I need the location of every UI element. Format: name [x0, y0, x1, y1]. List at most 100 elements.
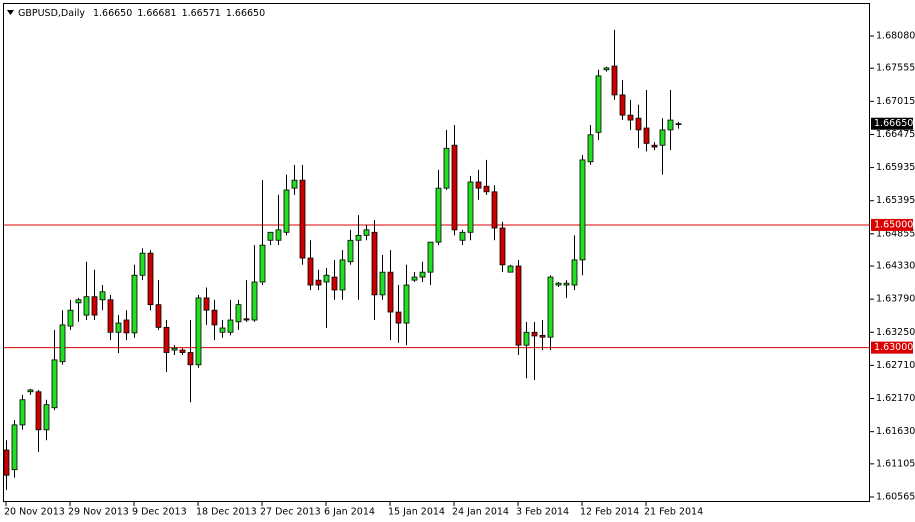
candle-body — [451, 144, 458, 231]
price-label-box — [871, 218, 913, 231]
candle-body — [627, 114, 634, 121]
candle-body — [467, 181, 474, 233]
candle-body — [587, 134, 594, 163]
candle-body — [155, 304, 162, 328]
candle-body — [35, 391, 42, 431]
plot-frame — [3, 3, 870, 502]
candle-body — [603, 67, 610, 71]
candle-body — [195, 297, 202, 366]
candle-body — [307, 257, 314, 286]
candle-body — [11, 424, 18, 471]
candle-body — [331, 276, 338, 291]
x-tick-label: 24 Jan 2014 — [452, 507, 509, 518]
candle-body — [219, 327, 226, 333]
menu-triangle[interactable] — [7, 10, 14, 15]
candle-body — [235, 304, 242, 323]
candle-body — [115, 322, 122, 333]
candle-body — [347, 239, 354, 263]
candle-body — [651, 144, 658, 148]
x-tick-label: 27 Dec 2013 — [260, 507, 321, 518]
candle-body — [547, 276, 554, 338]
plot-layer: 1.60565 1.61105 1.61630 1.62170 1.62710 1.632… — [4, 29, 915, 518]
ohlc-high: 1.66681 — [137, 8, 176, 19]
chart-header: GBPUSD,Daily 1.66650 1.66681 1.66571 1.66650 — [18, 8, 265, 19]
candle-body — [315, 279, 322, 286]
y-tick-label: 1.61105 — [876, 458, 915, 469]
candle-body — [107, 299, 114, 333]
candle-body — [139, 252, 146, 276]
x-tick-label: 12 Feb 2014 — [580, 507, 639, 518]
candle-body — [251, 281, 258, 321]
y-tick-label: 1.68080 — [876, 31, 915, 42]
candle-body — [19, 399, 26, 426]
candle-body — [43, 404, 50, 431]
candle-body — [483, 185, 490, 193]
candle-body — [555, 282, 562, 286]
candle-body — [667, 119, 674, 131]
last-price-label: 1.66650 — [874, 118, 913, 129]
candle-body — [323, 274, 330, 283]
candle-body — [443, 147, 450, 189]
candle-body — [203, 297, 210, 311]
candle-body — [27, 389, 34, 393]
candle-body — [459, 231, 466, 241]
candle-body — [339, 259, 346, 291]
candle-body — [411, 276, 418, 281]
candle-body — [59, 324, 66, 363]
candle-body — [91, 296, 98, 316]
candle-body — [475, 181, 482, 189]
y-tick-label: 1.62170 — [876, 393, 915, 404]
candle-body — [171, 347, 178, 351]
candle-body — [83, 296, 90, 316]
candle-body — [571, 259, 578, 286]
candle-body — [371, 231, 378, 296]
ohlc-close: 1.66650 — [226, 8, 265, 19]
y-tick-label: 1.67015 — [876, 96, 915, 107]
candle-body — [403, 284, 410, 324]
y-tick-label: 1.62710 — [876, 360, 915, 371]
candle-body — [579, 159, 586, 261]
price-label-box — [871, 341, 913, 354]
candle-body — [635, 117, 642, 131]
candle-body — [99, 291, 106, 301]
candle-body — [491, 191, 498, 229]
candle-body — [299, 179, 306, 259]
y-tick-label: 1.66475 — [876, 129, 915, 140]
symbol-title: GBPUSD,Daily — [18, 8, 85, 19]
candle-body — [363, 229, 370, 236]
candle-body — [243, 318, 250, 321]
y-tick-label: 1.63250 — [876, 327, 915, 338]
candle-body — [4, 449, 10, 476]
candle-body — [419, 271, 426, 278]
x-tick-label: 6 Jan 2014 — [324, 507, 375, 518]
candle-body — [379, 271, 386, 296]
candle-body — [259, 244, 266, 283]
candle-body — [427, 241, 434, 273]
y-tick-label: 1.61630 — [876, 426, 915, 437]
y-tick-label: 1.64330 — [876, 261, 915, 272]
candle-body — [563, 282, 570, 286]
x-tick-label: 21 Feb 2014 — [644, 507, 703, 518]
price-label: 1.63000 — [874, 342, 913, 353]
last-price-box — [871, 117, 913, 130]
candle-body — [51, 359, 58, 409]
candle-body — [283, 189, 290, 233]
candle-body — [539, 334, 546, 338]
candle-body — [179, 349, 186, 353]
candle-body — [499, 227, 506, 266]
y-tick-label: 1.65395 — [876, 195, 915, 206]
candle-body — [211, 309, 218, 326]
candle-body — [163, 326, 170, 353]
candle-body — [595, 75, 602, 133]
candle-body — [675, 123, 682, 125]
x-tick-label: 18 Dec 2013 — [196, 507, 257, 518]
ohlc-low: 1.66571 — [182, 8, 221, 19]
candle-body — [619, 94, 626, 116]
candle-body — [123, 319, 130, 334]
candle-body — [291, 179, 298, 189]
y-tick-label: 1.67555 — [876, 63, 915, 74]
x-tick-label: 3 Feb 2014 — [516, 507, 569, 518]
candle-body — [355, 234, 362, 241]
